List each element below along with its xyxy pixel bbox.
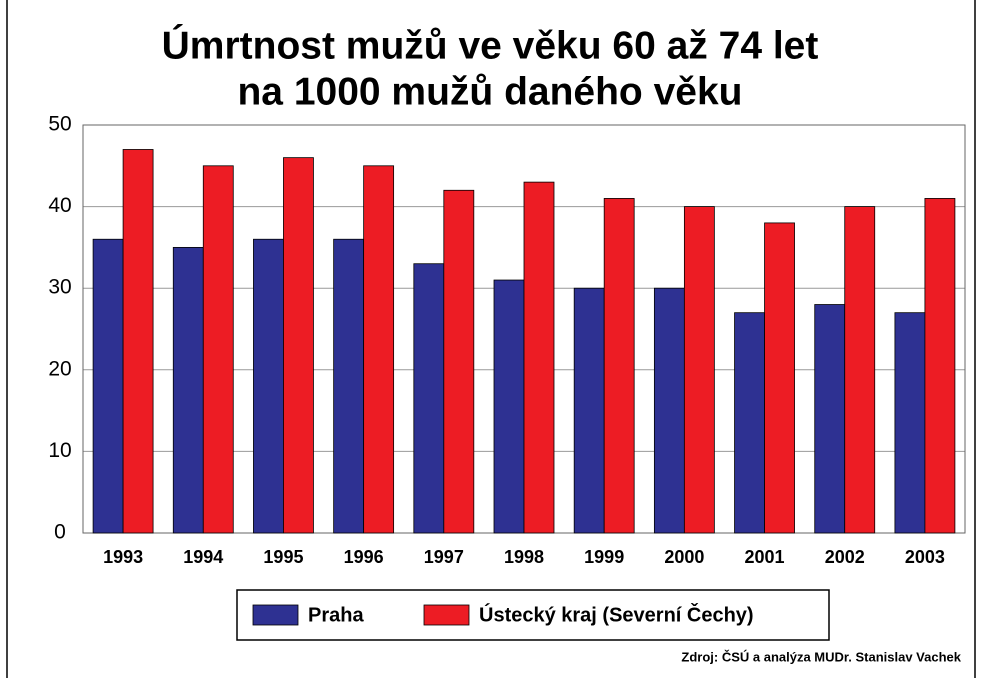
bar — [413, 263, 445, 534]
x-tick-label: 2001 — [745, 547, 785, 567]
bar — [443, 189, 475, 534]
x-tick-label: 1996 — [344, 547, 384, 567]
bar — [92, 238, 124, 534]
bar — [283, 157, 314, 534]
bar — [172, 246, 204, 534]
bar — [573, 287, 605, 534]
x-tick-label: 1993 — [103, 547, 143, 567]
legend-swatch — [252, 604, 299, 626]
y-tick-label: 0 — [54, 521, 66, 544]
y-tick-label: 20 — [48, 357, 71, 380]
bar — [333, 238, 365, 534]
bar — [363, 165, 395, 534]
bar — [814, 304, 846, 534]
chart-title: Úmrtnost mužů ve věku 60 až 74 let — [162, 23, 819, 67]
x-tick-label: 1997 — [424, 547, 464, 567]
bar — [653, 287, 685, 534]
bar — [764, 222, 795, 534]
bar — [122, 149, 154, 534]
legend-box — [236, 589, 830, 641]
bar — [493, 279, 525, 534]
bar — [202, 165, 234, 534]
x-tick-label: 2002 — [825, 547, 865, 567]
source: Zdroj: ČSÚ a analýza MUDr. Stanislav Vac… — [681, 649, 961, 664]
y-tick-label: 50 — [48, 113, 71, 136]
y-tick-label: 30 — [48, 276, 71, 299]
bar — [253, 238, 284, 534]
x-tick-label: 1999 — [584, 547, 624, 567]
bar — [844, 206, 876, 534]
x-tick-label: 2003 — [905, 547, 945, 567]
legend-label: Praha — [308, 604, 364, 626]
bar — [603, 198, 635, 534]
x-tick-label: 1995 — [263, 547, 303, 567]
chart-title: na 1000 mužů daného věku — [237, 70, 742, 113]
y-tick-label: 40 — [48, 194, 71, 217]
x-tick-label: 2000 — [664, 547, 704, 567]
bar — [734, 312, 765, 534]
bar — [683, 206, 715, 534]
y-tick-label: 10 — [48, 439, 71, 462]
bar — [924, 198, 956, 534]
bar — [894, 312, 926, 534]
x-tick-label: 1998 — [504, 547, 544, 567]
bar — [523, 181, 555, 534]
legend-swatch — [423, 604, 470, 626]
x-tick-label: 1994 — [183, 547, 223, 567]
legend-label: Ústecký kraj (Severní Čechy) — [479, 602, 754, 626]
